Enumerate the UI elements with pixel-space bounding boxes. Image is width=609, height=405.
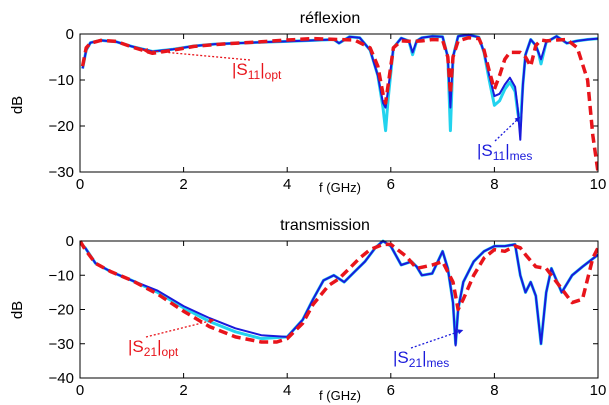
annotation-arrowhead [514, 116, 521, 123]
annotation-label: |S11|opt [232, 60, 282, 82]
y-tick-label: −10 [49, 267, 74, 284]
series-line-simulated-light [80, 239, 598, 346]
y-tick-label: −10 [49, 72, 74, 89]
y-tick-label: 0 [66, 233, 74, 250]
y-tick-label: 0 [66, 26, 74, 43]
x-tick-label: 6 [387, 176, 395, 193]
annotation-arrowhead [142, 47, 148, 54]
annotation-group: |S21|opt |S21|mes [128, 318, 464, 370]
x-tick-label: 10 [590, 176, 607, 193]
annotation-group: |S11|opt |S11|mes [142, 47, 532, 163]
series-line-optimized [80, 35, 598, 172]
x-tick-label: 6 [387, 382, 395, 399]
x-tick-label: 10 [590, 382, 607, 399]
axis-ticks: 0 2 4 6 8 10 0 −10 −20 −30 −40 [49, 233, 607, 399]
annotation-arrow [410, 329, 464, 349]
y-axis-label: dB [9, 96, 26, 114]
y-tick-label: −20 [49, 118, 74, 135]
x-tick-label: 2 [179, 382, 187, 399]
y-tick-label: −20 [49, 302, 74, 319]
y-tick-label: −40 [49, 370, 74, 387]
chart-title: transmission [280, 217, 370, 234]
chart-reflexion: réflexion dB f (GHz) 0 2 4 6 8 10 0 −10 −20 −30 |… [9, 10, 606, 195]
x-tick-label: 8 [490, 176, 498, 193]
series-line-measured [80, 240, 598, 347]
series-line-optimized [80, 240, 598, 344]
y-axis-label: dB [9, 301, 26, 319]
x-axis-label: f (GHz) [319, 180, 361, 195]
annotation-arrow [145, 319, 215, 338]
x-tick-label: 4 [283, 176, 291, 193]
annotation-arrow [494, 116, 521, 142]
annotation-arrow [142, 49, 251, 61]
x-tick-label: 0 [76, 382, 84, 399]
x-tick-label: 8 [490, 382, 498, 399]
y-tick-label: −30 [49, 336, 74, 353]
x-tick-label: 2 [179, 176, 187, 193]
annotation-label: |S21|mes [393, 348, 449, 370]
series-group [80, 33, 598, 172]
x-tick-label: 4 [283, 382, 291, 399]
annotation-label: |S11|mes [477, 141, 532, 163]
annotation-arrowhead [208, 318, 215, 324]
series-group [80, 239, 598, 347]
chart-transmission: transmission dB f (GHz) 0 2 4 6 8 10 0 −10 −20 −3… [9, 217, 606, 403]
x-tick-label: 0 [76, 176, 84, 193]
chart-title: réflexion [300, 10, 360, 27]
plot-frame [79, 33, 599, 173]
series-line-measured [81, 33, 598, 141]
annotation-label: |S21|opt [128, 337, 179, 359]
y-tick-label: −30 [49, 164, 74, 181]
x-axis-label: f (GHz) [319, 388, 361, 403]
annotation-arrowhead [457, 329, 464, 335]
plot-frame [79, 240, 599, 379]
